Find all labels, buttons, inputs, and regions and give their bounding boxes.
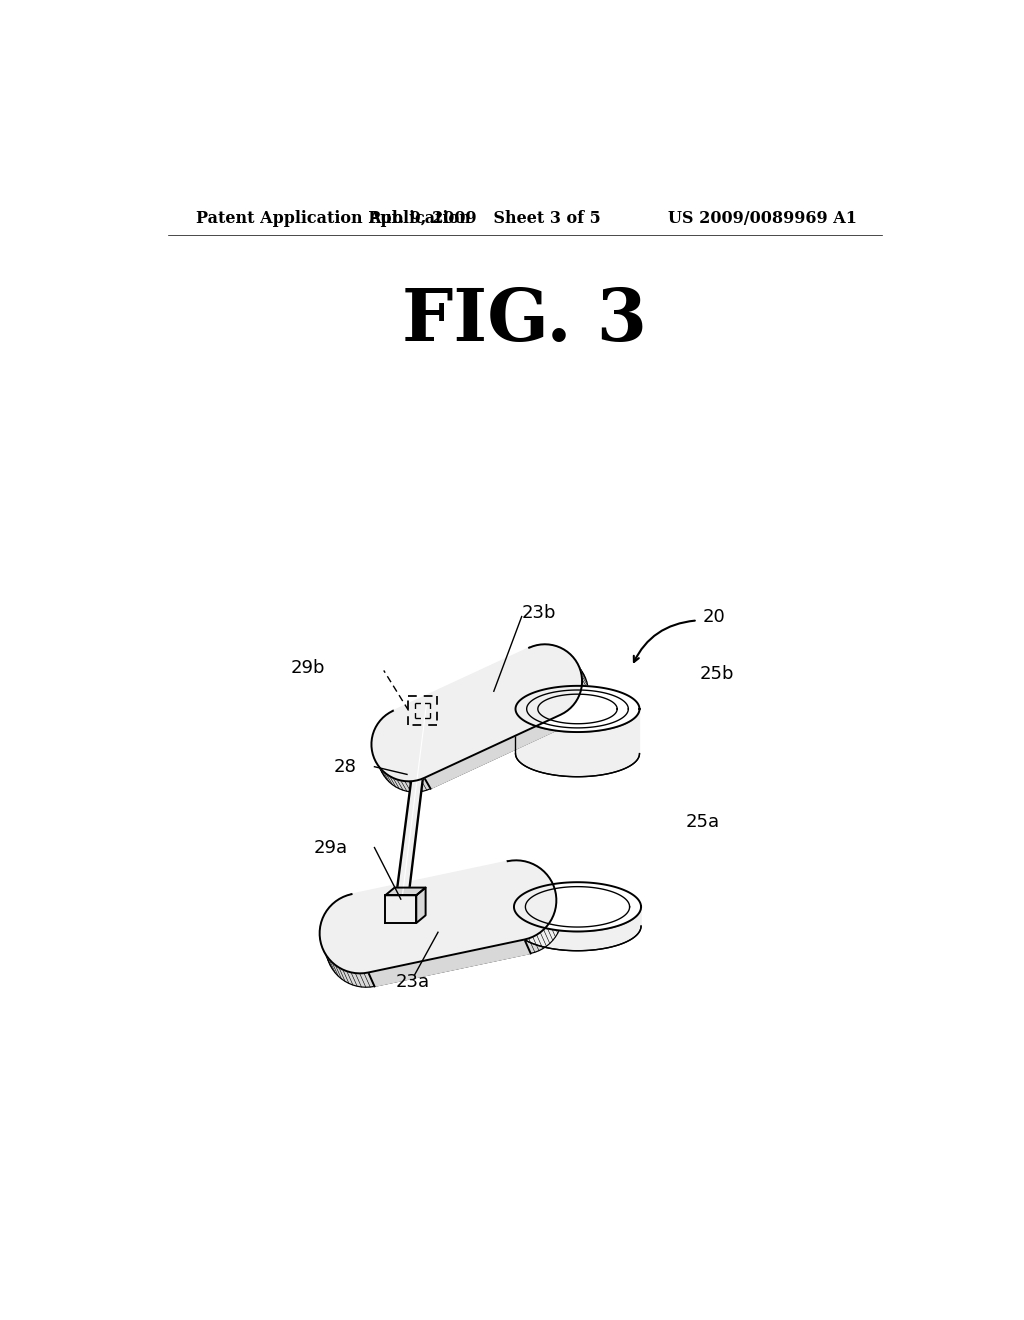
Text: FIG. 3: FIG. 3 (402, 285, 647, 355)
Polygon shape (369, 940, 530, 986)
Polygon shape (396, 705, 432, 896)
Polygon shape (319, 861, 556, 973)
Polygon shape (372, 644, 582, 781)
Text: Patent Application Publication: Patent Application Publication (197, 210, 471, 227)
Text: 28: 28 (334, 758, 356, 776)
Text: 25a: 25a (686, 813, 720, 832)
Text: 29b: 29b (291, 659, 326, 677)
Polygon shape (326, 874, 562, 987)
Text: US 2009/0089969 A1: US 2009/0089969 A1 (668, 210, 856, 227)
Text: 25b: 25b (700, 665, 734, 684)
Polygon shape (417, 887, 426, 923)
Polygon shape (424, 714, 567, 788)
Polygon shape (514, 907, 641, 950)
Polygon shape (514, 882, 641, 932)
Text: 29a: 29a (314, 838, 348, 857)
Text: 23a: 23a (395, 973, 429, 991)
Polygon shape (378, 655, 588, 792)
Polygon shape (385, 887, 426, 895)
Text: Apr. 9, 2009   Sheet 3 of 5: Apr. 9, 2009 Sheet 3 of 5 (368, 210, 601, 227)
Text: 20: 20 (703, 607, 726, 626)
Polygon shape (385, 895, 417, 923)
Text: 23b: 23b (521, 603, 556, 622)
Polygon shape (515, 709, 640, 776)
Polygon shape (515, 686, 640, 733)
